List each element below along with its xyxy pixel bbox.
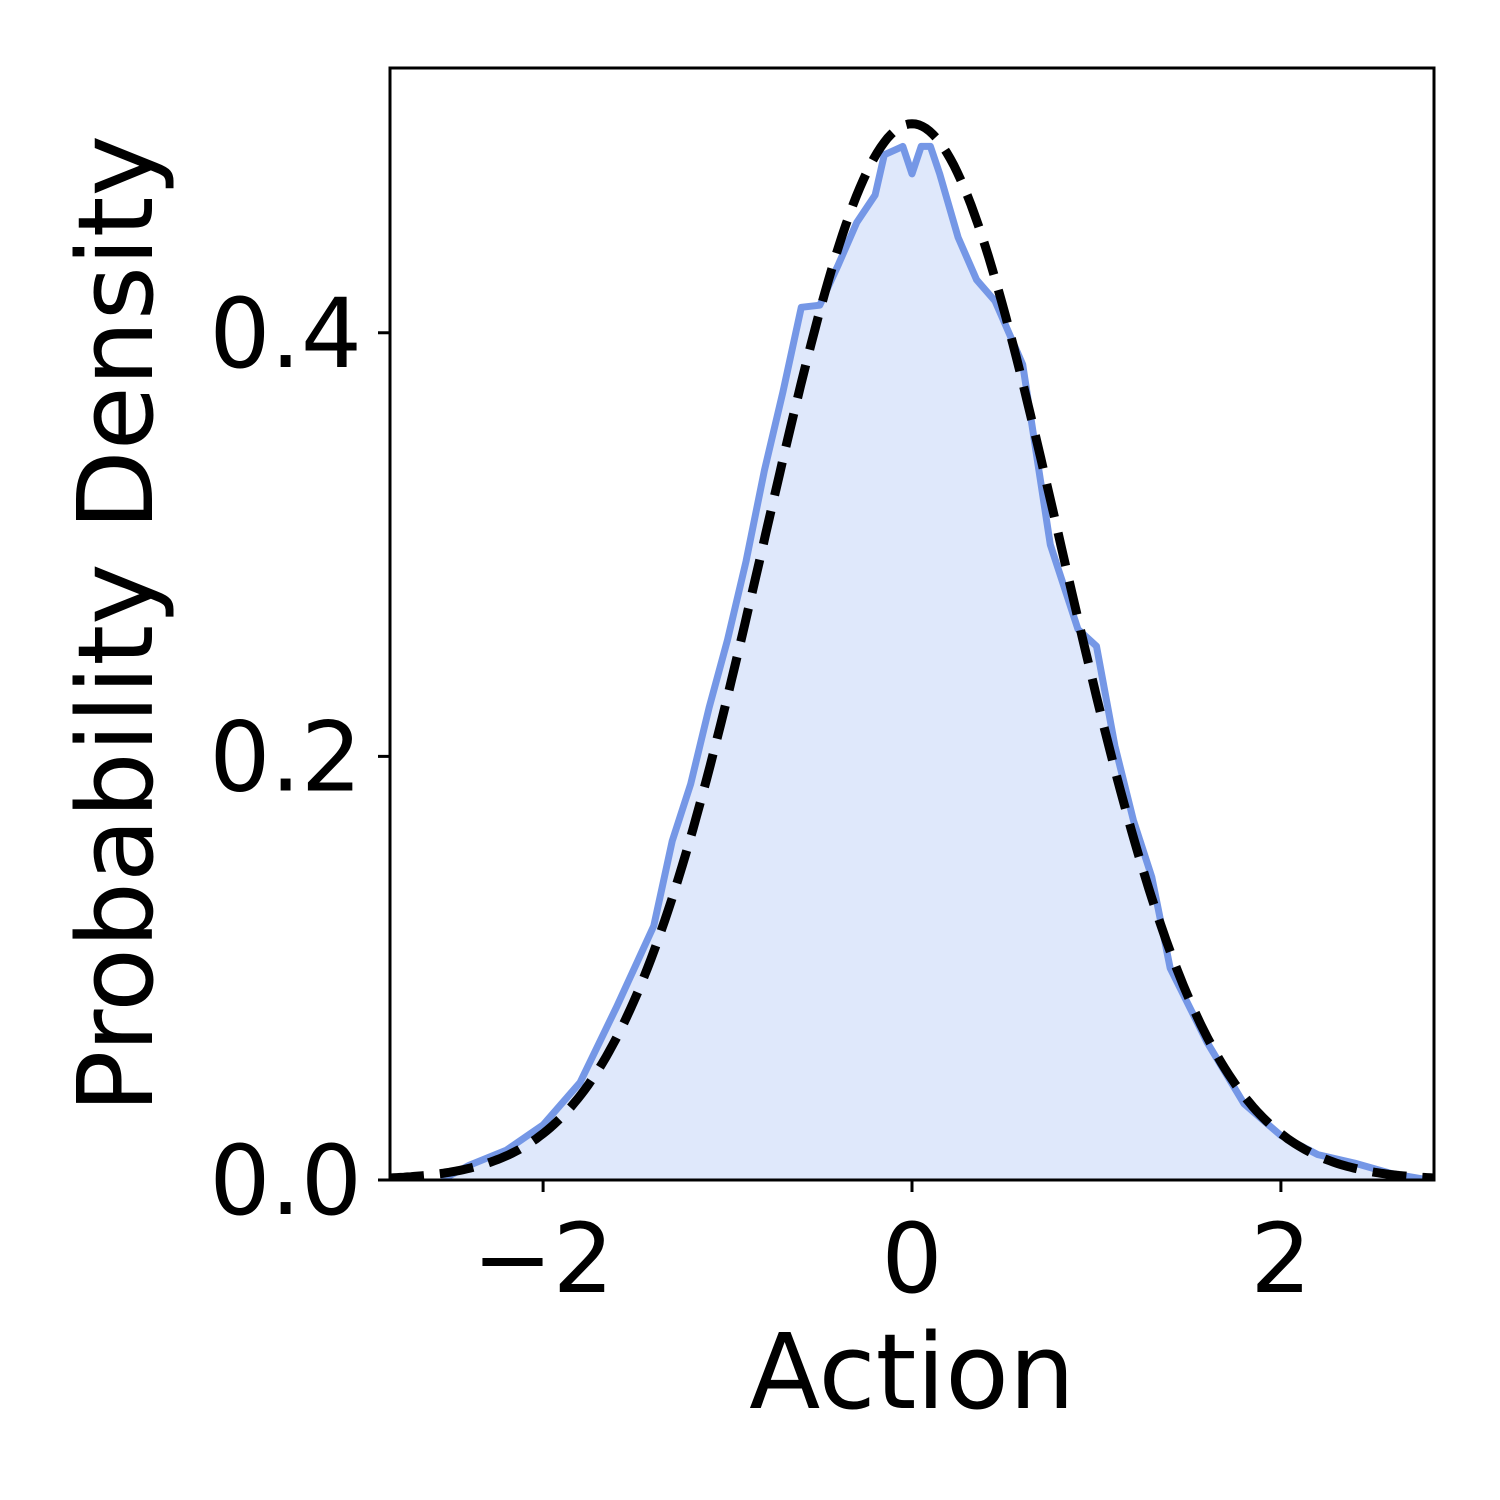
y-tick-label: 0.2 bbox=[209, 701, 362, 813]
reference-normal-dashed-line bbox=[390, 119, 1434, 1180]
x-axis: −2 0 2 bbox=[472, 1180, 1311, 1315]
empirical-density-line bbox=[439, 142, 1430, 1180]
empirical-density-fill bbox=[441, 146, 1429, 1180]
x-axis-label: Action bbox=[749, 1311, 1075, 1433]
y-tick-label: 0.4 bbox=[209, 278, 362, 390]
x-tick-label: 0 bbox=[881, 1203, 942, 1315]
y-axis-label: Probability Density bbox=[55, 135, 177, 1113]
y-tick-label: 0.0 bbox=[209, 1125, 362, 1237]
x-tick-label: −2 bbox=[472, 1203, 614, 1315]
x-tick-label: 2 bbox=[1250, 1203, 1311, 1315]
y-axis: 0.0 0.2 0.4 bbox=[209, 278, 390, 1237]
plot-area bbox=[390, 119, 1434, 1180]
